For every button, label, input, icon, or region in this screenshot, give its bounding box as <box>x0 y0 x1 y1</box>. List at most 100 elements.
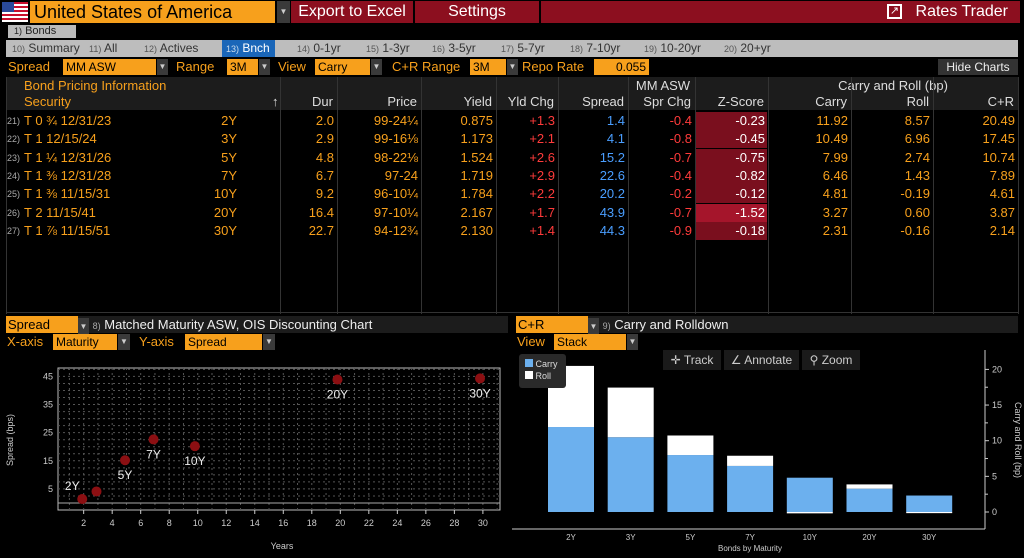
x-tick-label: 28 <box>449 518 459 528</box>
table-row[interactable]: 23) T 1 ¼ 12/31/26 5Y 4.8 98-22⅛ 1.524 +2.6 15.… <box>6 148 1018 167</box>
data-point[interactable] <box>120 455 131 466</box>
track-button[interactable]: ✛ Track <box>663 350 721 370</box>
export-to-excel-button[interactable]: Export to Excel <box>291 1 413 23</box>
country-dropdown[interactable]: United States of America <box>30 1 275 23</box>
col-header-security[interactable]: Security <box>24 94 71 109</box>
bar-carry[interactable] <box>846 488 893 512</box>
bar-roll[interactable] <box>607 387 654 438</box>
data-point[interactable] <box>91 486 102 497</box>
col-header-yld-chg[interactable]: Yld Chg <box>507 94 554 109</box>
yaxis-dropdown[interactable]: Spread <box>185 334 262 350</box>
col-header-yield[interactable]: Yield <box>463 94 492 109</box>
cell-yld-chg: +1.3 <box>529 113 555 128</box>
cell-cr: 17.45 <box>982 131 1015 147</box>
bar-carry[interactable] <box>667 455 714 512</box>
col-header-price[interactable]: Price <box>387 94 417 109</box>
chevron-down-icon[interactable]: ▼ <box>371 59 382 75</box>
view-dropdown[interactable]: Stack <box>554 334 626 350</box>
chevron-down-icon[interactable]: ▼ <box>507 59 518 75</box>
col-header-roll[interactable]: Roll <box>906 94 929 109</box>
data-point[interactable] <box>189 441 200 452</box>
bar-roll[interactable] <box>786 512 833 514</box>
chart-selector-dropdown[interactable]: Spread <box>6 316 78 333</box>
table-row[interactable]: 27) T 1 ⅞ 11/15/51 30Y 22.7 94-12¾ 2.130 +1.4 4… <box>6 221 1018 240</box>
data-point[interactable] <box>77 494 88 505</box>
tab-20+yr[interactable]: 20) 20+yr <box>720 40 776 57</box>
cell-spread: 4.1 <box>606 131 625 147</box>
spread-scatter-chart[interactable]: 2 4 6 8 10 12 14 16 18 20 22 24 26 28 30515253545Years… <box>0 0 512 558</box>
repo-rate-input[interactable]: 0.055 <box>594 59 649 75</box>
chevron-down-icon[interactable]: ▼ <box>118 334 130 350</box>
x-axis-title: Bonds by Maturity <box>718 544 782 553</box>
tab-num: 14) <box>297 44 311 54</box>
tab-summary[interactable]: 10) Summary <box>8 40 85 57</box>
table-row[interactable]: 21) T 0 ¾ 12/31/23 2Y 2.0 99-24¼ 0.875 +1.3 1.4… <box>6 112 1018 130</box>
chevron-down-icon[interactable]: ▼ <box>627 334 638 350</box>
col-header-spread[interactable]: Spread <box>582 94 624 109</box>
tab-1-3yr[interactable]: 15) 1-3yr <box>362 40 415 57</box>
tab-0-1yr[interactable]: 14) 0-1yr <box>293 40 346 57</box>
tab-10-20yr[interactable]: 19) 10-20yr <box>640 40 706 57</box>
bar-carry[interactable] <box>727 465 774 512</box>
chevron-down-icon[interactable]: ▼ <box>78 318 89 335</box>
col-header-dur[interactable]: Dur <box>312 94 333 109</box>
bar-roll[interactable] <box>727 455 774 466</box>
tab-bonds[interactable]: 1) Bonds <box>8 25 76 38</box>
range-dropdown[interactable]: 3M <box>227 59 258 75</box>
tab-all[interactable]: 11) All <box>85 40 122 57</box>
tab-bnch[interactable]: 13) Bnch <box>222 40 275 57</box>
chart-selector-dropdown[interactable]: C+R <box>516 316 588 333</box>
cell-yld-chg: +1.4 <box>529 222 555 238</box>
external-link-icon[interactable]: ↗ <box>887 4 902 19</box>
bar-roll[interactable] <box>846 484 893 489</box>
point-label: 30Y <box>469 386 490 400</box>
bar-carry[interactable] <box>906 495 953 512</box>
col-header-c-r[interactable]: C+R <box>987 94 1014 109</box>
bar-carry[interactable] <box>548 427 594 512</box>
tab-5-7yr[interactable]: 17) 5-7yr <box>497 40 550 57</box>
tab-7-10yr[interactable]: 18) 7-10yr <box>566 40 625 57</box>
chevron-down-icon[interactable]: ▼ <box>263 334 275 350</box>
chevron-down-icon[interactable]: ▼ <box>588 318 599 335</box>
chevron-down-icon[interactable]: ▼ <box>259 59 270 75</box>
bar-roll[interactable] <box>906 512 953 514</box>
chevron-down-icon[interactable]: ▼ <box>157 59 168 75</box>
cell-yld-chg: +2.1 <box>529 131 555 147</box>
hide-charts-button[interactable]: Hide Charts <box>938 59 1018 75</box>
x-tick-label: 3Y <box>626 533 636 542</box>
table-row[interactable]: 22) T 1 12/15/24 3Y 2.9 99-16⅛ 1.173 +2.1 4.1 -0… <box>6 130 1018 149</box>
settings-button[interactable]: Settings <box>415 1 539 23</box>
bar-carry[interactable] <box>607 437 654 512</box>
zoom-button[interactable]: ⚲ Zoom <box>802 350 860 370</box>
cell-yield: 1.719 <box>460 167 493 183</box>
bar-roll[interactable] <box>667 435 714 456</box>
bar-carry[interactable] <box>786 477 833 512</box>
col-header-z-score[interactable]: Z-Score <box>717 94 764 109</box>
tab-3-5yr[interactable]: 16) 3-5yr <box>428 40 481 57</box>
data-point[interactable] <box>332 374 343 385</box>
annotate-button[interactable]: ∠ Annotate <box>724 350 799 370</box>
cell-tenor: 10Y <box>213 186 237 202</box>
point-label: 10Y <box>184 454 205 468</box>
column-divider <box>695 77 696 314</box>
col-header-carry[interactable]: Carry <box>815 94 847 109</box>
data-point[interactable] <box>475 373 486 384</box>
col-header-spr-chg[interactable]: Spr Chg <box>643 94 691 109</box>
cell-tenor: 20Y <box>213 204 237 220</box>
y-tick-label: 5 <box>992 471 997 481</box>
table-row[interactable]: 25) T 1 ⅜ 11/15/31 10Y 9.2 96-10¼ 1.784 +2.2 20… <box>6 185 1018 204</box>
spread-dropdown[interactable]: MM ASW <box>63 59 156 75</box>
tab-label: Actives <box>159 41 199 55</box>
table-row[interactable]: 24) T 1 ⅜ 12/31/28 7Y 6.7 97-24 1.719 +2.9 22.6… <box>6 166 1018 185</box>
cr-range-dropdown[interactable]: 3M <box>470 59 506 75</box>
data-point[interactable] <box>148 434 159 445</box>
tab-actives[interactable]: 12) Actives <box>140 40 203 57</box>
annotate-label: Annotate <box>744 353 793 367</box>
carry-roll-bar-chart[interactable]: 0 5 10 15 20 Carry and Roll (bp) Bonds by Matu… <box>512 0 1024 558</box>
xaxis-dropdown[interactable]: Maturity <box>53 334 117 350</box>
cell-spr-chg: -0.4 <box>669 167 692 183</box>
chevron-down-icon[interactable]: ▼ <box>277 1 290 23</box>
table-row[interactable]: 26) T 2 11/15/41 20Y 16.4 97-10¼ 2.167 +1.7 43.… <box>6 203 1018 222</box>
view-dropdown[interactable]: Carry <box>315 59 370 75</box>
sort-ascending-icon[interactable]: ↑ <box>272 94 279 109</box>
